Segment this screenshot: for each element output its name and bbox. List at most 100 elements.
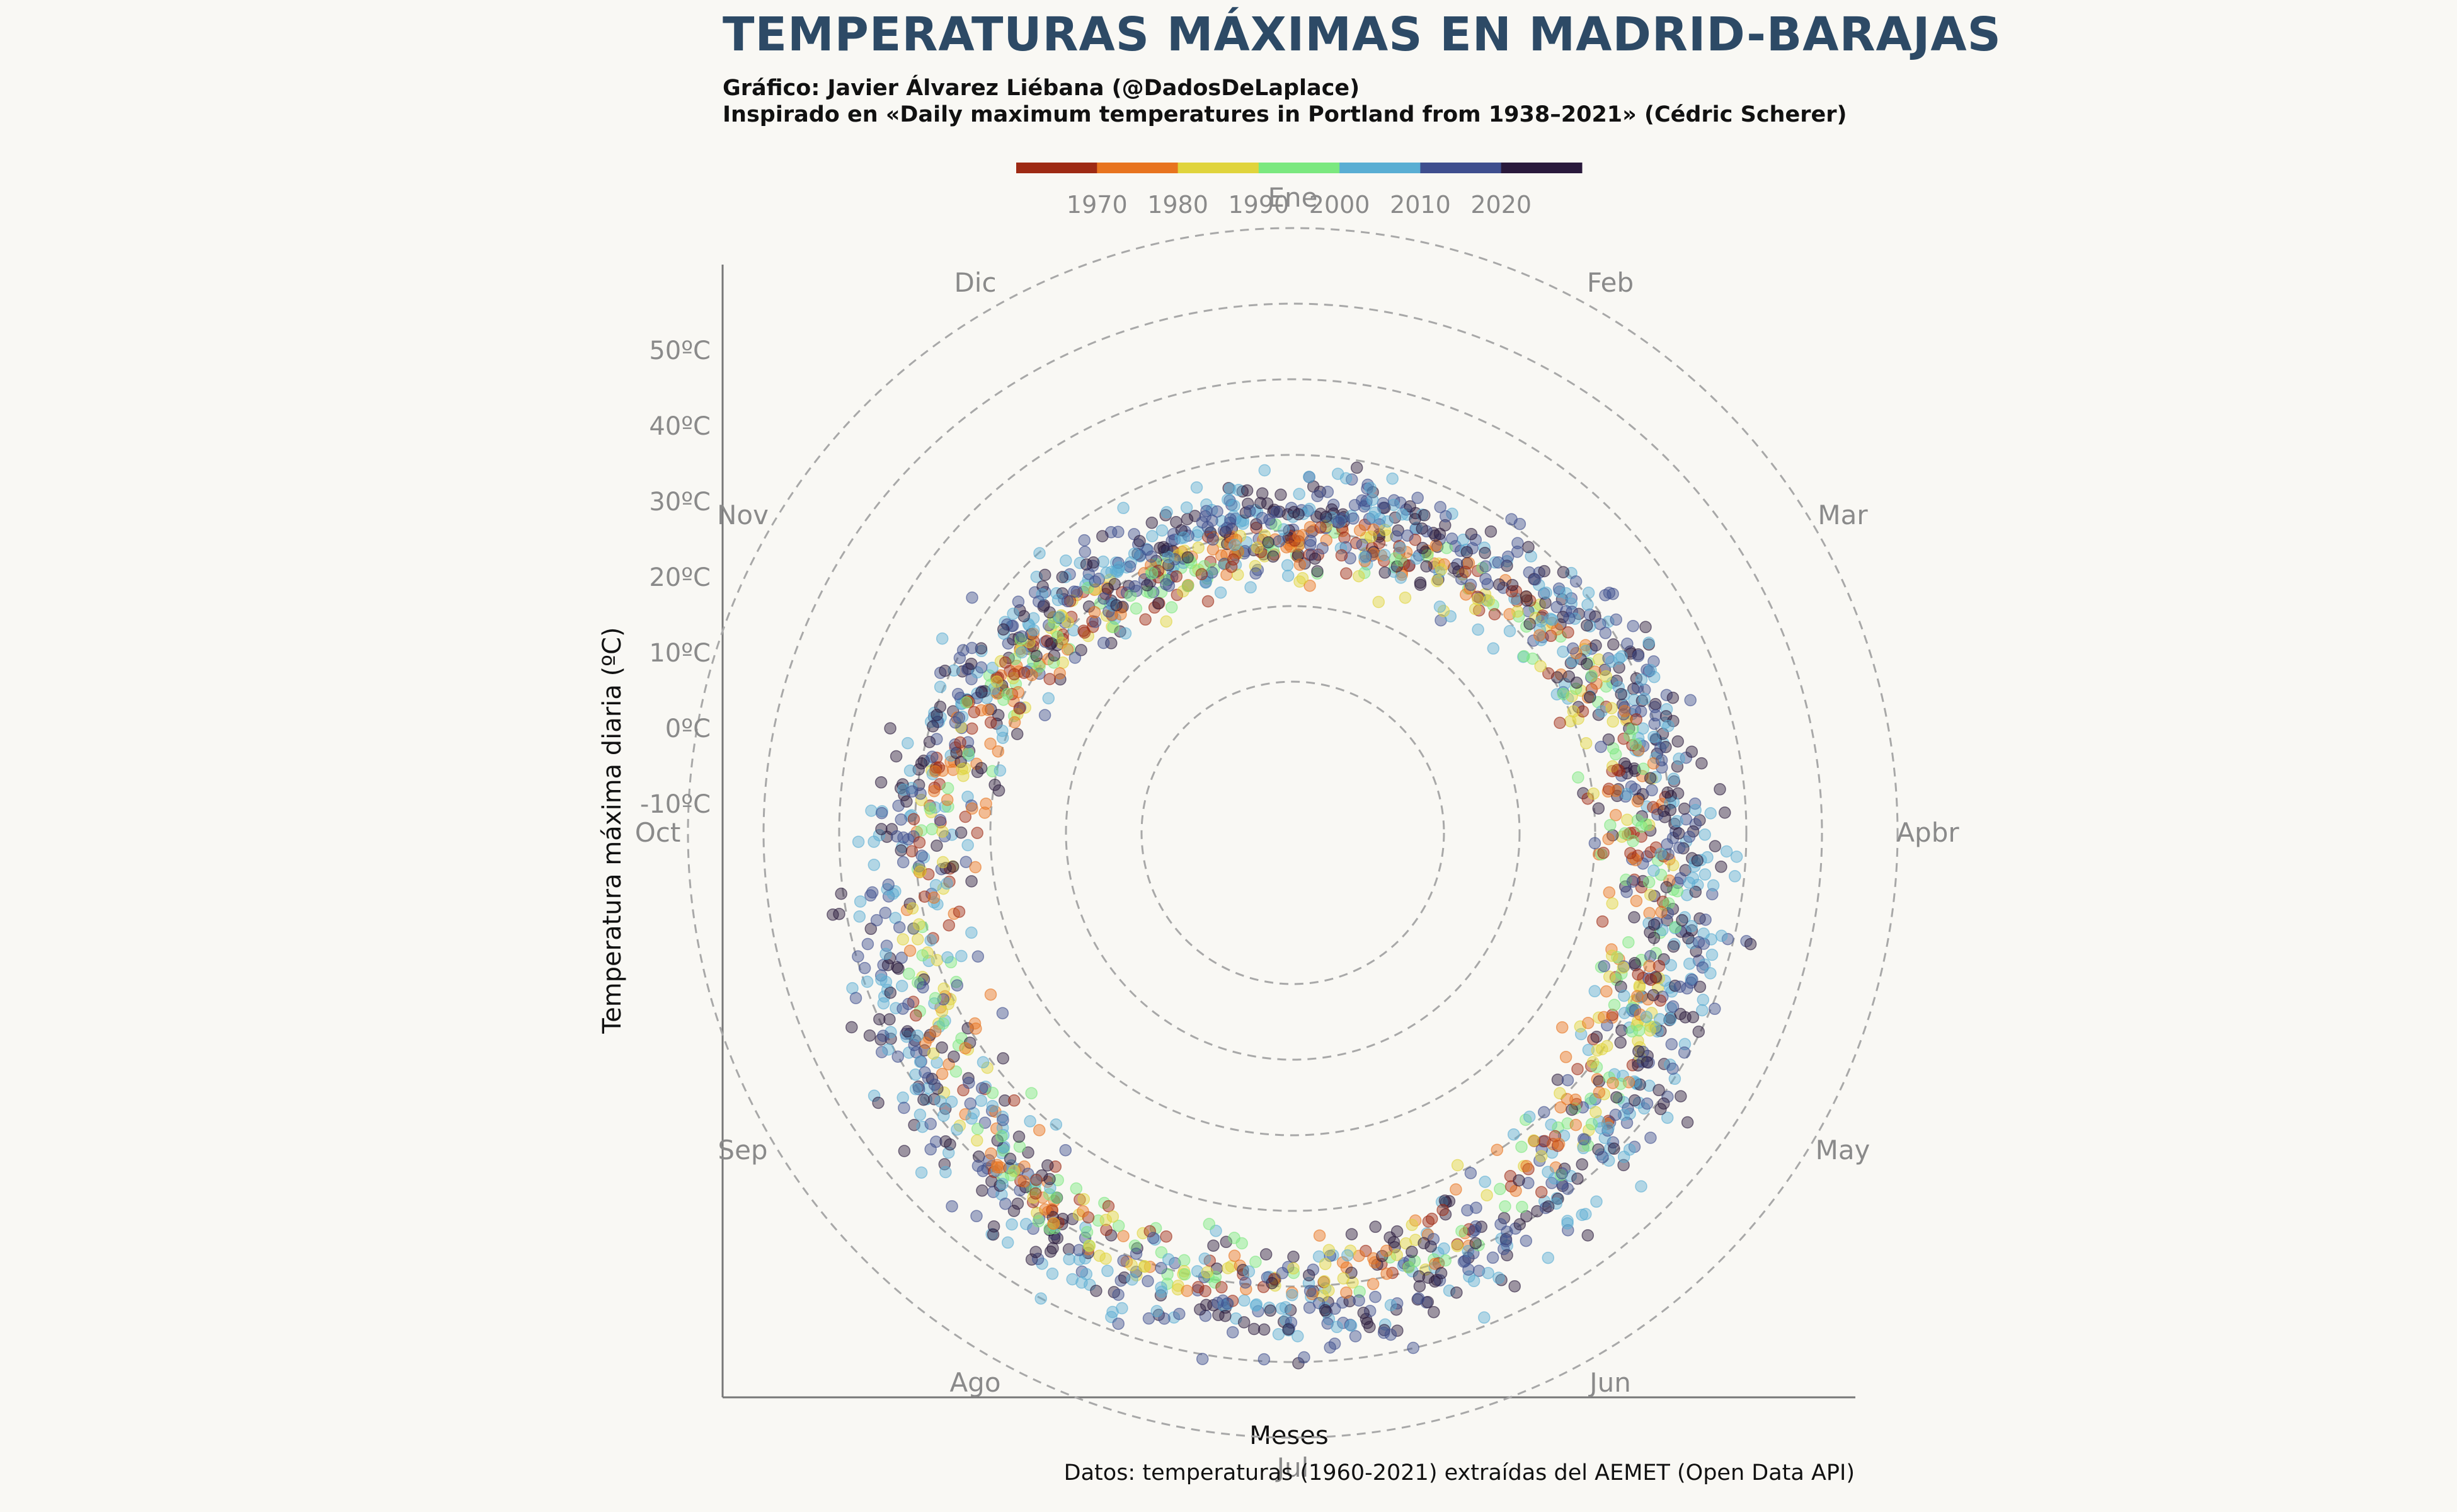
data-point: [1467, 1274, 1480, 1288]
data-point: [907, 813, 920, 825]
data-point: [1479, 1176, 1491, 1188]
data-point: [927, 720, 939, 733]
data-point: [1080, 1225, 1094, 1239]
data-point: [1128, 580, 1142, 593]
data-point: [1337, 1272, 1350, 1285]
data-point: [1692, 954, 1705, 967]
month-label: Nov: [717, 500, 769, 530]
data-point: [1482, 594, 1495, 607]
data-point: [953, 651, 966, 665]
data-point: [896, 933, 910, 946]
data-point: [1570, 676, 1583, 689]
data-point: [1677, 842, 1690, 855]
data-point: [1344, 1319, 1357, 1331]
data-point: [1027, 612, 1040, 625]
data-point: [919, 1066, 931, 1079]
data-point: [1655, 754, 1668, 767]
data-point: [883, 1013, 896, 1026]
data-point: [1610, 1091, 1623, 1104]
data-point: [1539, 597, 1552, 609]
data-point: [1552, 1193, 1564, 1205]
data-point: [1508, 1280, 1521, 1293]
data-point: [966, 591, 978, 604]
month-label: Dic: [954, 267, 996, 298]
data-point: [946, 828, 958, 841]
data-point: [1411, 491, 1424, 505]
data-point: [1060, 554, 1072, 567]
data-point: [1697, 994, 1710, 1006]
data-point: [1025, 1253, 1038, 1266]
data-point: [882, 878, 895, 891]
data-point: [1339, 472, 1353, 484]
data-point: [1100, 566, 1113, 579]
data-point: [1247, 1322, 1261, 1336]
data-point: [1169, 1257, 1181, 1269]
data-point: [1044, 1245, 1057, 1258]
data-point: [1390, 1249, 1403, 1261]
data-point: [1603, 886, 1616, 899]
data-point: [1321, 486, 1334, 498]
data-point: [1678, 802, 1691, 815]
data-point: [1492, 1271, 1505, 1285]
data-point: [1304, 534, 1317, 547]
data-point: [1621, 813, 1634, 827]
month-label: Apbr: [1896, 817, 1959, 848]
data-point: [1145, 517, 1159, 529]
data-point: [1664, 1013, 1677, 1026]
data-point: [1647, 932, 1661, 944]
data-point: [1698, 868, 1712, 881]
data-point: [1572, 771, 1584, 784]
data-point: [1576, 1158, 1588, 1171]
data-point: [1079, 546, 1091, 558]
data-point: [915, 1166, 928, 1179]
data-point: [1653, 1013, 1666, 1026]
data-point: [1671, 760, 1684, 773]
data-point: [975, 762, 988, 774]
data-point: [1222, 1262, 1234, 1274]
data-point: [931, 1056, 943, 1069]
data-point: [1607, 638, 1620, 651]
data-point: [1460, 588, 1472, 601]
data-point: [1610, 784, 1622, 798]
data-point: [941, 877, 953, 890]
data-point: [1130, 1247, 1143, 1260]
data-point: [1286, 1288, 1298, 1302]
data-point: [1637, 874, 1649, 888]
data-point: [896, 1002, 909, 1015]
data-point: [948, 664, 960, 677]
data-point: [1190, 481, 1203, 494]
data-point: [1637, 1045, 1649, 1058]
data-point: [1704, 807, 1717, 820]
data-point: [1535, 1150, 1548, 1163]
data-point: [1520, 594, 1533, 607]
data-point: [946, 1200, 958, 1213]
data-point: [1311, 490, 1324, 503]
data-point: [941, 793, 954, 806]
data-point: [971, 827, 983, 839]
data-point: [1353, 570, 1365, 583]
data-point: [1433, 600, 1446, 613]
data-point: [1606, 949, 1618, 962]
data-point: [1258, 464, 1271, 477]
data-point: [1017, 1175, 1031, 1188]
data-point: [991, 1161, 1004, 1174]
data-point: [1627, 619, 1639, 633]
data-point: [1636, 1055, 1649, 1068]
data-point: [1117, 501, 1130, 515]
data-point: [1582, 1043, 1595, 1057]
data-point: [975, 686, 988, 699]
data-point: [937, 1017, 949, 1030]
data-point: [1279, 1301, 1292, 1314]
data-point: [1618, 701, 1631, 714]
grid-circle: [687, 227, 1899, 1439]
data-point: [1450, 1286, 1463, 1299]
data-point: [1520, 1160, 1533, 1172]
data-point: [1011, 1197, 1024, 1210]
data-point: [1303, 520, 1317, 534]
data-point: [1226, 1326, 1239, 1339]
month-label: Ene: [1268, 182, 1318, 213]
data-point: [1050, 1191, 1063, 1204]
data-point: [835, 887, 847, 900]
data-point: [1630, 895, 1643, 907]
